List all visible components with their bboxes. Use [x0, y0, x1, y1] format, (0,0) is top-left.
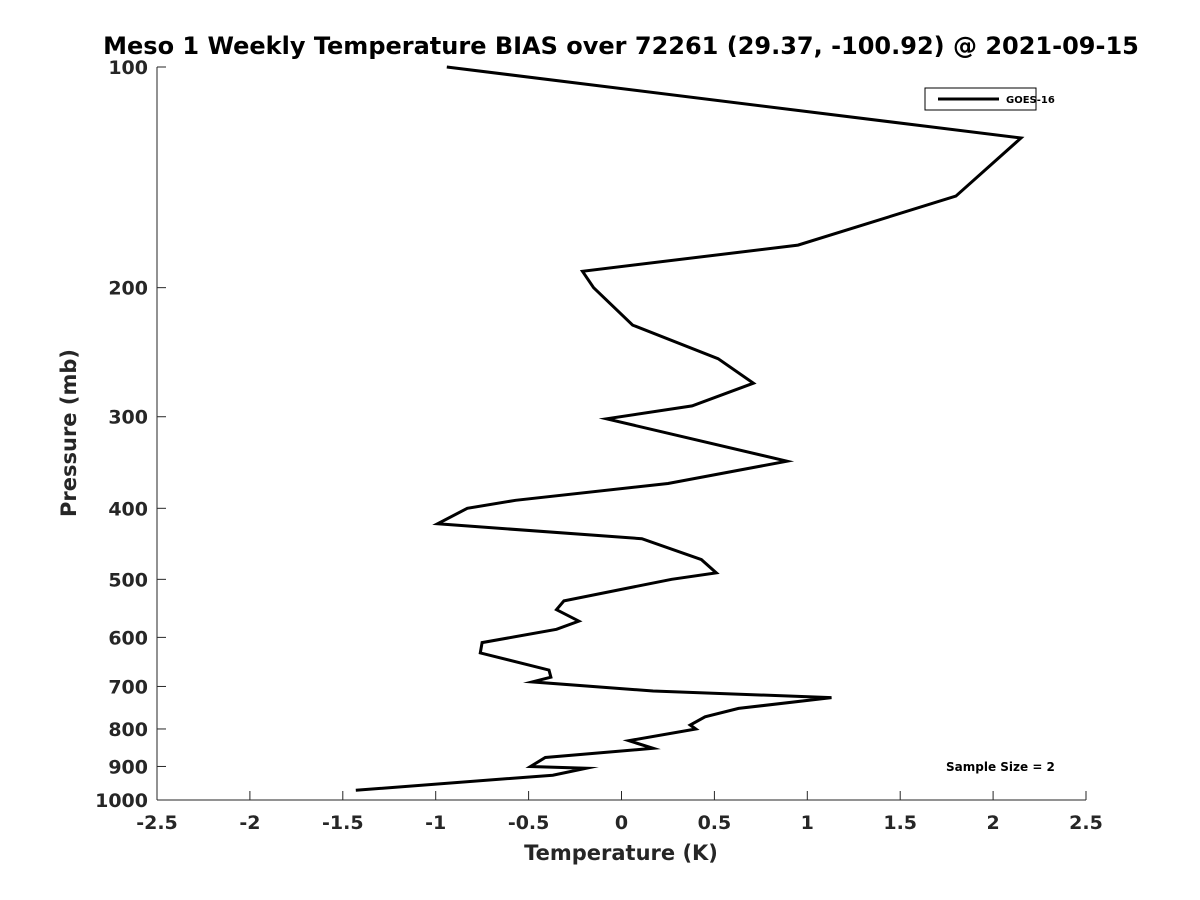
sample-size-annotation: Sample Size = 2: [946, 760, 1055, 774]
y-tick-label: 900: [108, 756, 148, 778]
y-tick-label: 100: [108, 57, 148, 79]
x-tick-label: 1: [801, 812, 814, 834]
x-tick-label: 2.5: [1069, 812, 1103, 834]
x-tick-label: -1: [425, 812, 446, 834]
y-tick-label: 800: [108, 719, 148, 741]
y-tick-label: 600: [108, 627, 148, 649]
series-layer: [355, 65, 1025, 792]
legend: GOES-16: [924, 87, 1055, 111]
chart-title: Meso 1 Weekly Temperature BIAS over 7226…: [103, 32, 1139, 60]
y-tick-label: 500: [108, 569, 148, 591]
y-axis-ticks: 100 200 300 400 500 600 700 800 900 1000: [95, 57, 166, 812]
y-tick-label: 1000: [95, 790, 148, 812]
series-line-goes-16: [355, 65, 1025, 792]
y-tick-label: 400: [108, 498, 148, 520]
x-tick-label: 0: [615, 812, 628, 834]
x-tick-label: -2.5: [136, 812, 178, 834]
x-tick-label: 1.5: [883, 812, 917, 834]
y-tick-label: 300: [108, 407, 148, 429]
y-axis-label: Pressure (mb): [57, 349, 81, 517]
x-axis-label: Temperature (K): [524, 841, 718, 865]
legend-label-goes-16: GOES-16: [1006, 95, 1055, 106]
x-tick-label: -0.5: [508, 812, 550, 834]
x-tick-label: 2: [986, 812, 999, 834]
x-tick-label: -1.5: [322, 812, 364, 834]
x-tick-label: 0.5: [698, 812, 732, 834]
y-tick-label: 200: [108, 278, 148, 300]
x-tick-label: -2: [239, 812, 260, 834]
y-tick-label: 700: [108, 676, 148, 698]
x-axis-ticks: -2.5 -2 -1.5 -1 -0.5 0 0.5 1 1.5 2 2.5: [136, 791, 1103, 834]
plot-area: [157, 67, 1086, 800]
